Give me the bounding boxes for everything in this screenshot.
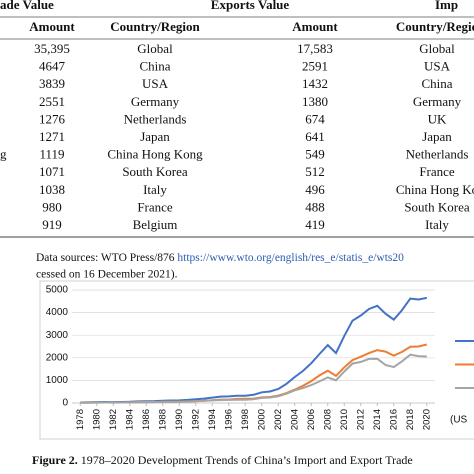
table-cell: Netherlands (124, 111, 187, 126)
note: Data sources: WTO Press/876 https://www.… (36, 252, 404, 264)
chart-frame (39, 280, 474, 440)
table-cell: 512 (305, 164, 325, 179)
table-cell: 496 (305, 182, 325, 197)
x-tick-label: 2006 (306, 409, 317, 430)
table-cell: Italy (425, 217, 449, 232)
caption-text: 1978–2020 Development Trends of China’s … (78, 453, 413, 467)
caption: Figure 2. 1978–2020 Development Trends o… (32, 453, 413, 467)
table-cell: 1276 (39, 111, 66, 126)
table-cell: Global (137, 41, 173, 56)
x-tick-label: 2002 (273, 409, 284, 430)
table-cell: China Hong Ko (396, 182, 474, 197)
x-tick-label: 1988 (157, 409, 168, 430)
table-cell: Germany (131, 94, 180, 109)
x-tick-label: 2008 (322, 409, 333, 430)
x-tick-label: 2014 (372, 409, 383, 430)
x-tick-label: 2004 (289, 409, 300, 430)
table-cell: 1038 (39, 182, 65, 197)
note-link: https://www.wto.org/english/res_e/statis… (177, 252, 404, 264)
note: cessed on 16 December 2021). (36, 269, 178, 281)
table-cell: 980 (42, 199, 62, 214)
table-cell: France (137, 199, 173, 214)
x-tick-label: 1996 (223, 409, 234, 430)
x-tick-label: 1978 (75, 409, 86, 430)
x-tick-label: 2016 (388, 409, 399, 430)
table-cell: 549 (305, 147, 325, 162)
table-cell: China (139, 59, 170, 74)
table-cell: 919 (42, 217, 62, 232)
y-tick-label: 2000 (46, 352, 69, 363)
table-cell: Belgium (133, 217, 178, 232)
table-cell: 1119 (39, 147, 64, 162)
table-cell: 674 (305, 111, 325, 126)
series-line (80, 353, 427, 404)
column-header: Amount (292, 19, 338, 34)
table-cell: 1380 (302, 94, 328, 109)
column-header: Amount (29, 19, 75, 34)
table-cell: 1271 (39, 129, 65, 144)
table-cell: France (419, 164, 455, 179)
table-cell: 2591 (302, 59, 328, 74)
y-tick-label: 1000 (46, 375, 69, 386)
table-cell: China (421, 76, 452, 91)
table-cell: USA (424, 59, 451, 74)
x-tick-label: 1998 (240, 409, 251, 430)
x-tick-label: 2018 (405, 409, 416, 430)
table-cell: 641 (305, 129, 325, 144)
x-tick-label: 1990 (174, 409, 185, 430)
column-header: Country/Region (110, 19, 200, 34)
x-tick-label: 1982 (108, 409, 119, 430)
table-cell: 35,395 (34, 41, 70, 56)
group-header: Imp (435, 0, 458, 12)
x-tick-label: 1984 (124, 409, 135, 430)
y-tick-label: 4000 (46, 307, 69, 318)
table-cell: 4647 (39, 59, 66, 74)
x-tick-label: 2010 (339, 409, 350, 430)
table-cell: 419 (305, 217, 325, 232)
table-cell: 1432 (302, 76, 328, 91)
table-cell: Italy (143, 182, 167, 197)
table-cell: China Hong Kong (107, 147, 203, 162)
table-cell: Japan (422, 129, 452, 144)
table-cell: 3839 (39, 76, 65, 91)
x-tick-label: 1994 (207, 409, 218, 430)
x-tick-label: 1980 (91, 409, 102, 430)
y-tick-label: 5000 (46, 285, 69, 296)
table-cell: UK (428, 111, 447, 126)
x-tick-label: 1992 (190, 409, 201, 430)
x-tick-label: 2020 (421, 409, 432, 430)
group-header: ade Value (0, 0, 54, 12)
table-cell: 1071 (39, 164, 65, 179)
column-header: Country/Regio (396, 19, 474, 34)
group-header: Exports Value (211, 0, 290, 12)
table-cell: Global (419, 41, 455, 56)
x-tick-label: 2012 (355, 409, 366, 430)
table-cell: 2551 (39, 94, 65, 109)
unit-label: (US (450, 415, 468, 426)
table-cell: USA (142, 76, 169, 91)
note-text: Data sources: WTO Press/876 (36, 252, 177, 264)
table-cell: 17,583 (297, 41, 333, 56)
table-cell: 488 (305, 199, 325, 214)
x-tick-label: 2000 (256, 409, 267, 430)
y-tick-label: 3000 (46, 330, 69, 341)
row-fragment: g (0, 147, 7, 162)
x-tick-label: 1986 (141, 409, 152, 430)
table-cell: South Korea (122, 164, 188, 179)
table-cell: South Korea (404, 199, 470, 214)
table-cell: Netherlands (406, 147, 469, 162)
table-cell: Japan (140, 129, 170, 144)
table-cell: Germany (413, 94, 462, 109)
y-tick-label: 0 (62, 398, 68, 409)
caption-label: Figure 2. (32, 453, 78, 467)
